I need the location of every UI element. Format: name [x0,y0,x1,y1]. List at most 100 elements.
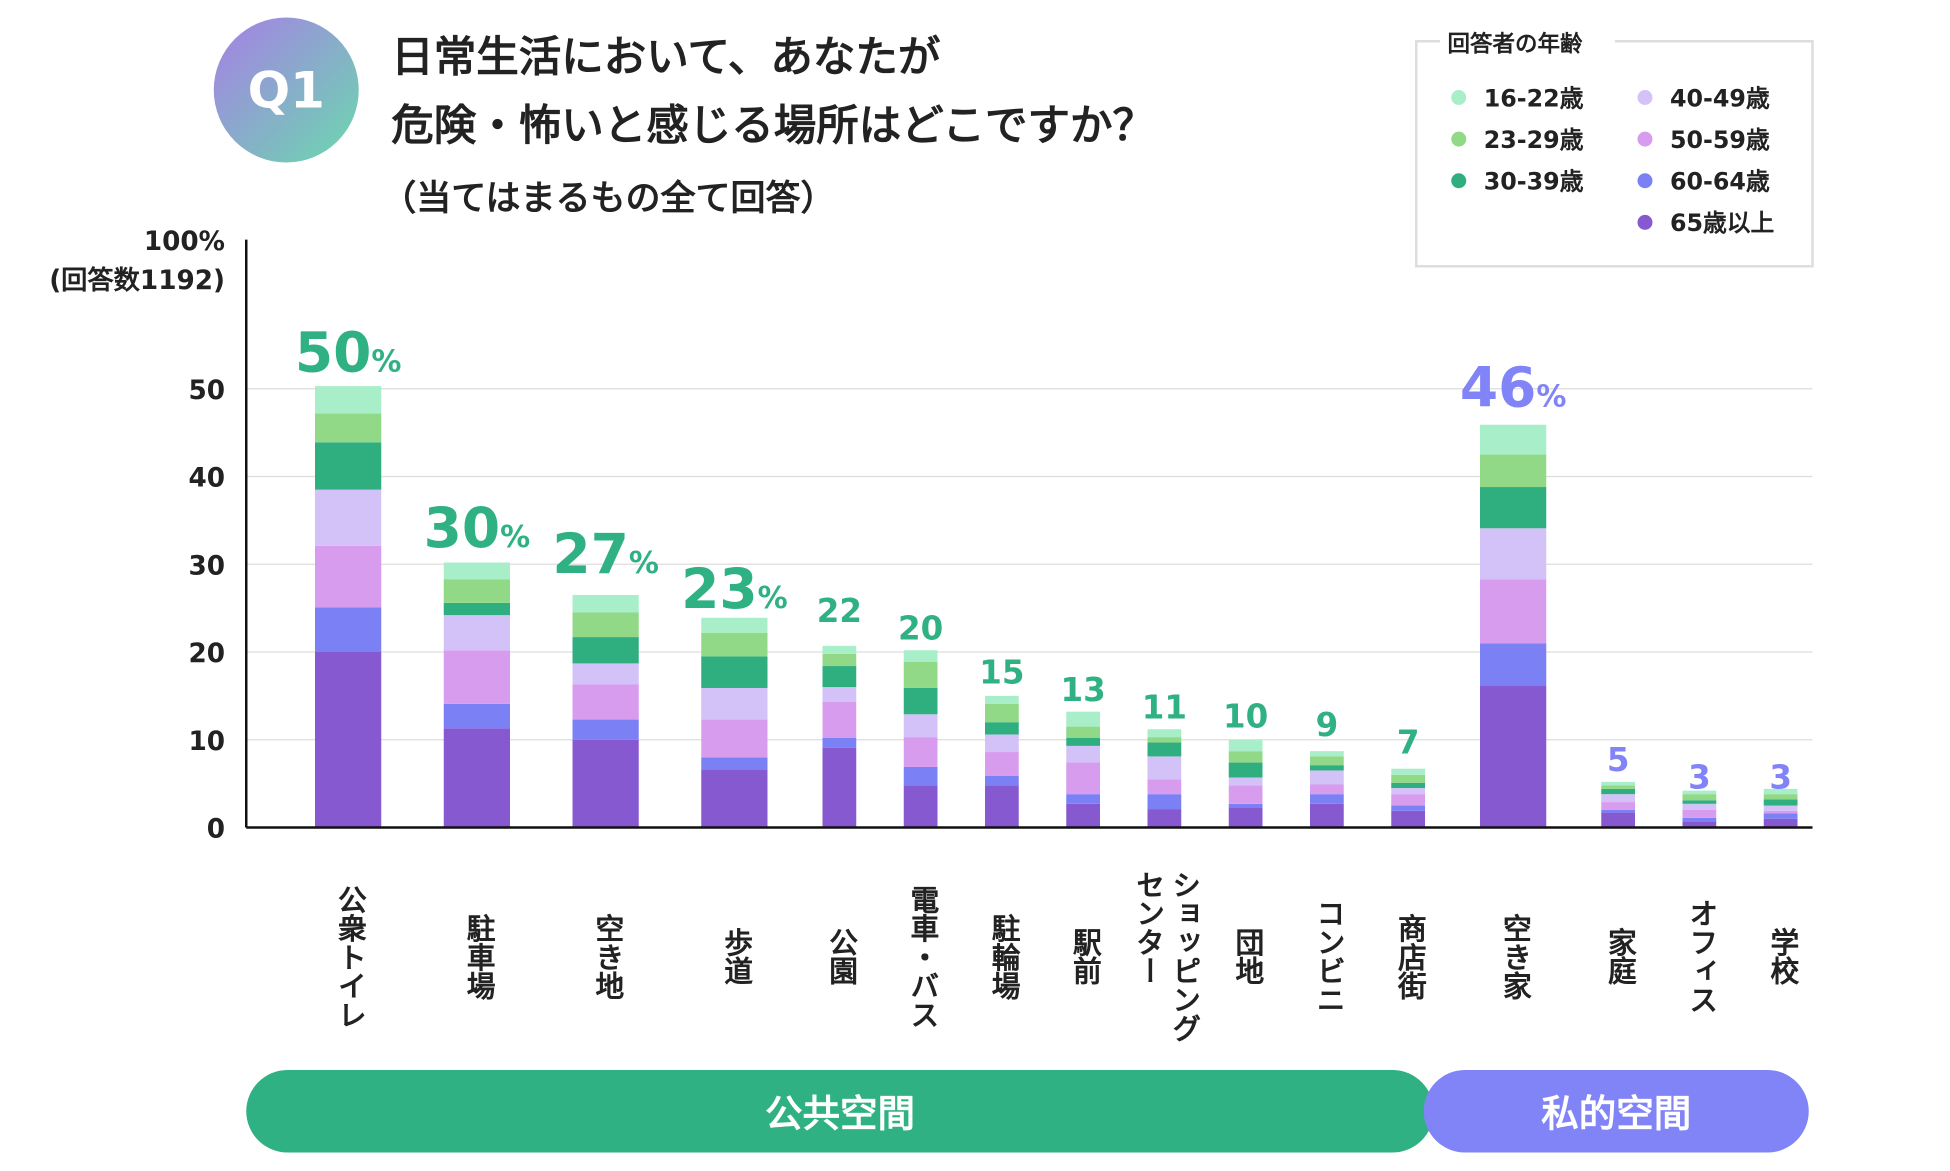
bar-segment [1480,579,1547,644]
bar-segment [701,687,768,720]
chart-title: 危険・怖いと感じる場所はどこですか？ [391,102,1155,151]
bar-segment [1480,528,1547,580]
x-tick-label: オフィス [1683,898,1717,1014]
bar-segment [701,617,768,633]
x-tick-label-box: 空き家 [1497,913,1530,1000]
bar-segment [443,703,510,729]
x-tick-label-box: 団地 [1230,928,1263,986]
x-tick-label: 駐輪場 [986,913,1019,1000]
bar-segment [1228,807,1263,828]
bar-segment [985,734,1019,753]
bar-segment [572,612,639,638]
bar-segment [701,769,768,828]
bar-segment [1147,737,1182,743]
x-tick-label: 電車・バス [904,884,938,1029]
bar-segment [701,719,768,758]
bar-segment [1601,809,1635,813]
bar-segment [1601,794,1635,803]
bar-segment [903,687,938,715]
bar-segment [572,739,639,828]
badge [213,17,359,163]
bar-segment [315,442,382,490]
x-tick-label-box: 歩道 [718,927,752,986]
bar-segment [1480,454,1547,488]
x-tick-label: 商店街 [1392,913,1425,1000]
bar-segment [903,650,938,662]
bar-segment [1601,788,1635,795]
bar-segment [701,632,768,657]
bar-segment [1147,794,1182,810]
group-label: 私的空間 [1541,1091,1691,1135]
x-tick-label: 公衆トイレ [332,884,365,1029]
bar-segment [985,752,1019,776]
total-label: 3 [1688,759,1711,797]
y-tick-label: 30 [188,551,225,581]
bar-segment [903,661,938,688]
total-label: 15 [979,653,1024,691]
x-tick-label-box: 駅前 [1067,928,1100,986]
legend-swatch [1637,214,1653,230]
bar-segment [443,650,510,704]
x-tick-label-box: ショッピング センター [1131,870,1199,1043]
x-tick-label: 歩道 [718,927,752,986]
bar-segment [1147,779,1182,795]
y-tick-label: 0 [207,815,225,845]
total-label: 30% [424,496,531,560]
bar-segment [572,684,639,720]
bar-segment [903,766,938,786]
x-tick-label-box: 公園 [823,927,857,986]
bar-segment [572,719,639,740]
bar-segment [315,652,382,828]
x-tick-label-box: 空き地 [589,913,623,1000]
bar-segment [1480,487,1547,529]
bar-segment [822,653,857,667]
bar-segment [443,615,510,651]
bar-segment [443,579,510,603]
bar-segment [1147,742,1182,757]
x-tick-label: コンビニ [1311,898,1344,1014]
bar-segment [903,785,938,828]
bar-segment [1066,762,1100,795]
bar-segment [985,775,1019,786]
bar-segment [822,702,857,738]
x-tick-label: 駐車場 [461,913,494,1000]
legend-label: 23-29歳 [1484,126,1584,154]
y-tick-label: 50 [188,376,225,406]
total-label: 11 [1142,688,1187,726]
legend-swatch [1637,173,1653,189]
bar-segment [1480,685,1547,828]
legend-swatch [1451,90,1467,106]
badge-text: Q1 [248,62,325,120]
bar-segment [1391,805,1425,811]
legend-label: 50-59歳 [1670,126,1770,154]
x-tick-label-box: 学校 [1765,928,1798,986]
bar-segment [443,602,510,616]
bar-segment [1763,788,1798,795]
bar-segment [1391,774,1425,783]
bar-segment [315,386,382,414]
x-tick-label: 公園 [823,927,857,986]
bar-segment [1147,729,1182,738]
bar-segment [315,413,382,443]
y-axis-label: (回答数1192) [49,265,225,296]
bar-segment [822,687,857,703]
bar-segment [1310,803,1344,828]
bar-segment [1228,762,1263,778]
bar-segment [822,666,857,688]
total-label: 10 [1223,697,1268,735]
bar-segment [1391,782,1425,789]
bar-segment [1682,821,1717,828]
bar-segment [1066,737,1100,746]
x-tick-label: 空き地 [589,913,623,1000]
bar-segment [1310,784,1344,795]
total-label: 46% [1460,355,1567,419]
total-label: 5 [1607,741,1630,779]
bar-segment [1601,802,1635,810]
group-pill [246,1070,1434,1153]
chart-title: 日常生活において、あなたが [391,33,941,82]
bar-segment [1682,809,1717,818]
bar-segment [443,728,510,828]
bar-segment [1228,777,1263,786]
bar-segment [572,594,639,613]
x-tick-label: 空き家 [1497,913,1530,1000]
